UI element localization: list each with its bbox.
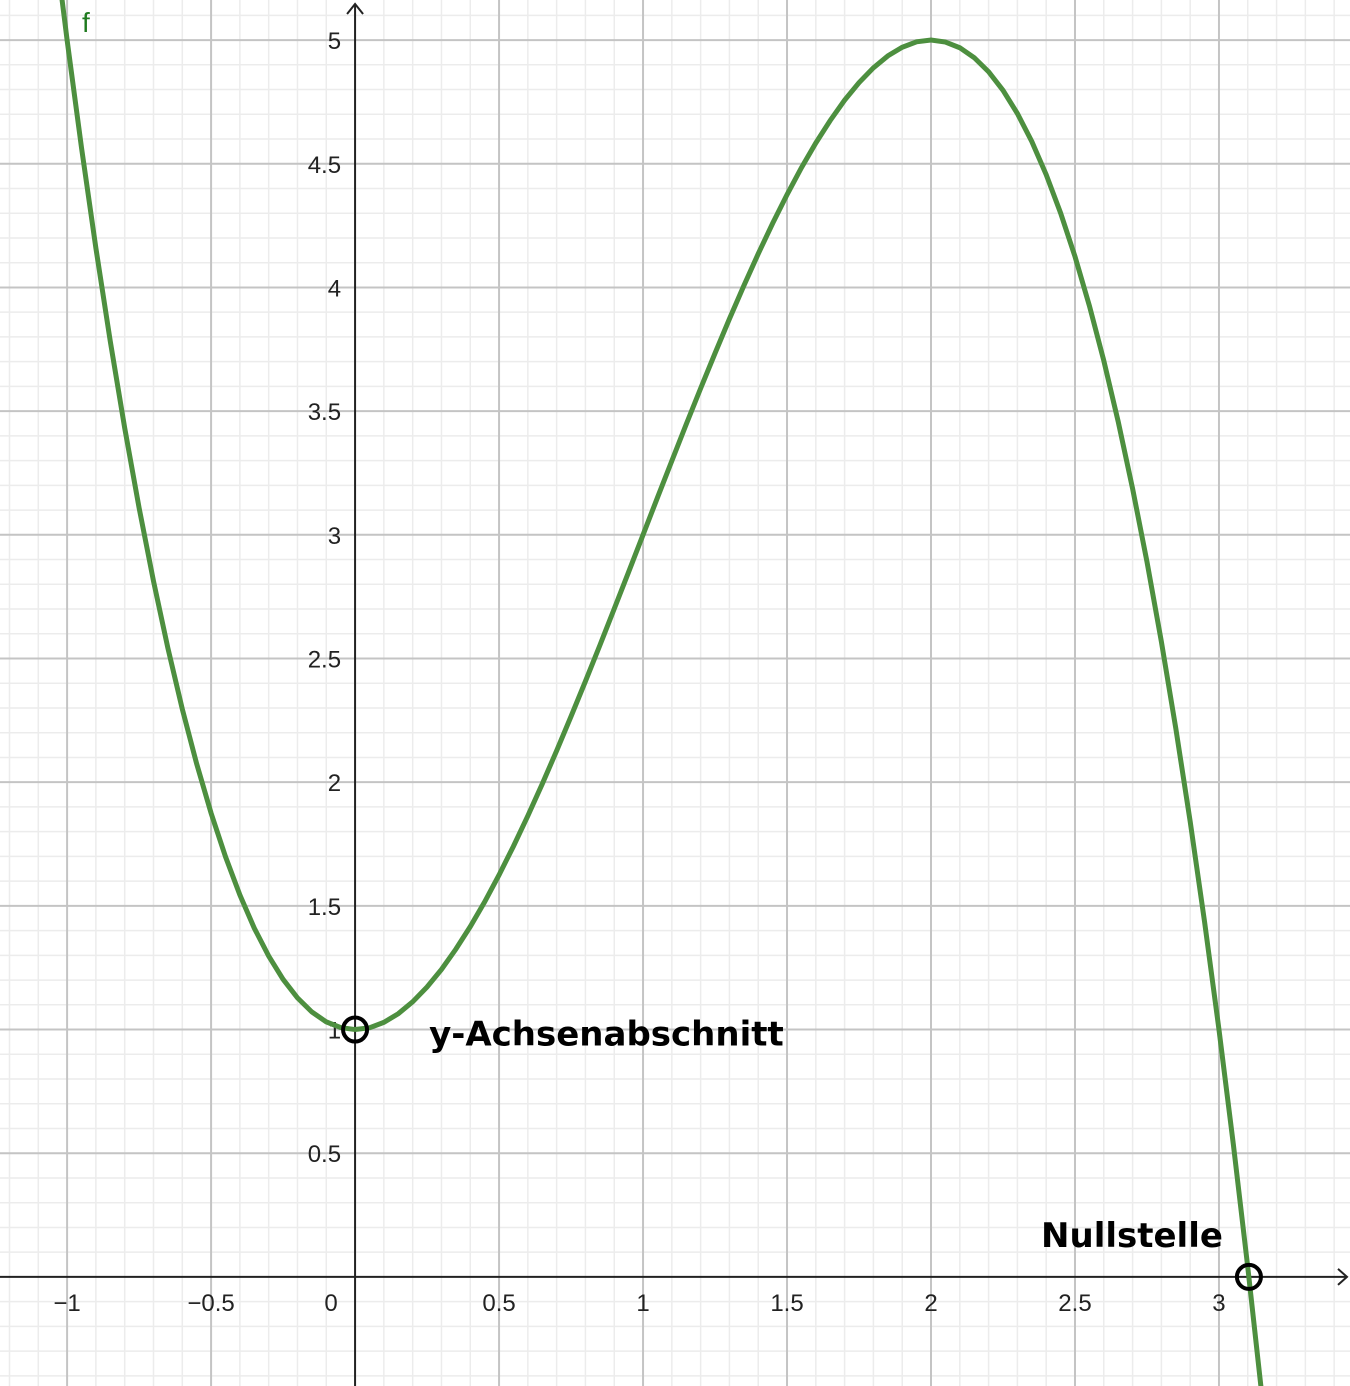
y-axis-arrow xyxy=(346,2,364,15)
y-tick-label: 5 xyxy=(328,28,341,55)
y-tick-label: 3 xyxy=(328,523,341,550)
y-tick-label: 4.5 xyxy=(308,152,341,179)
function-curve xyxy=(59,0,1264,1386)
point-label: Nullstelle xyxy=(1041,1216,1223,1256)
x-tick-label: 3 xyxy=(1212,1290,1225,1317)
x-tick-label: 2.5 xyxy=(1058,1290,1091,1317)
x-tick-label: −0.5 xyxy=(187,1290,234,1317)
function-name: f xyxy=(82,7,90,38)
y-tick-label: 2.5 xyxy=(308,646,341,673)
x-tick-label: 0.5 xyxy=(482,1290,515,1317)
y-tick-label: 1.5 xyxy=(308,894,341,921)
point-label: y-Achsenabschnitt xyxy=(429,1015,784,1055)
y-tick-label: 3.5 xyxy=(308,399,341,426)
x-tick-label: 2 xyxy=(924,1290,937,1317)
point xyxy=(1234,1262,1263,1291)
y-tick-label: 0.5 xyxy=(308,1141,341,1168)
y-tick-label: 4 xyxy=(328,275,341,302)
y-tick-label: 2 xyxy=(328,770,341,797)
point xyxy=(341,1015,370,1044)
x-tick-label: 1 xyxy=(636,1290,649,1317)
x-tick-label: −1 xyxy=(53,1290,80,1317)
x-tick-label: 1.5 xyxy=(770,1290,803,1317)
x-tick-label: 0 xyxy=(324,1290,337,1317)
marks: f y-Achsenabschnitt Nullstelle xyxy=(59,0,1264,1386)
x-axis-arrow xyxy=(1337,1268,1349,1286)
